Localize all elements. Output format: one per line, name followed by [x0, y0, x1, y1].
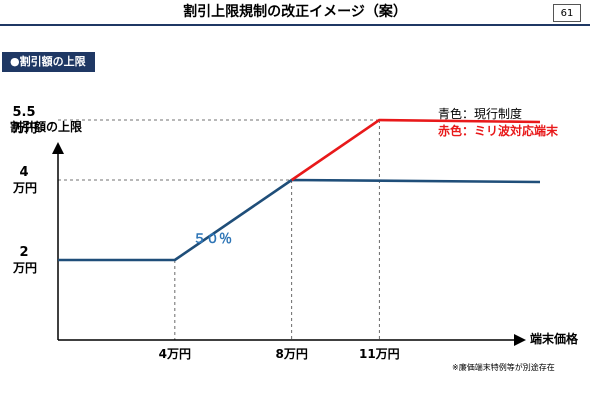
page-number: 61	[553, 4, 581, 22]
y-tick-label-value: 4	[19, 165, 28, 180]
x-axis-title: 端末価格	[530, 331, 579, 346]
x-tick-label: 11万円	[359, 347, 400, 361]
y-tick-label-unit: 万円	[12, 261, 37, 275]
y-tick-label-value: 2	[19, 245, 28, 260]
y-tick-label-unit: 万円	[12, 181, 37, 195]
footnote: ※廉価端末特例等が別途存在	[452, 363, 555, 372]
y-axis-title: 割引額の上限	[10, 119, 82, 134]
x-tick-label: 8万円	[276, 347, 308, 361]
series-lines	[58, 118, 541, 262]
legend-current: 青色：現行制度	[438, 106, 522, 121]
x-tick-label: 4万円	[159, 347, 191, 361]
y-tick-label-unit: 万円	[12, 121, 37, 135]
slope-annotation: ５０％	[193, 232, 232, 247]
title-underline	[0, 24, 590, 26]
guide-lines	[58, 119, 380, 340]
y-tick-label-value: 5.5	[12, 105, 35, 120]
series-proposed-line	[290, 118, 541, 182]
legend-proposed: 赤色：ミリ波対応端末	[438, 123, 559, 138]
page-title: 割引上限規制の改正イメージ（案）	[183, 4, 407, 20]
x-tick-labels: 4万円 8万円 11万円	[159, 347, 400, 361]
series-current-line	[58, 178, 541, 262]
section-label: ●割引額の上限	[2, 52, 95, 72]
